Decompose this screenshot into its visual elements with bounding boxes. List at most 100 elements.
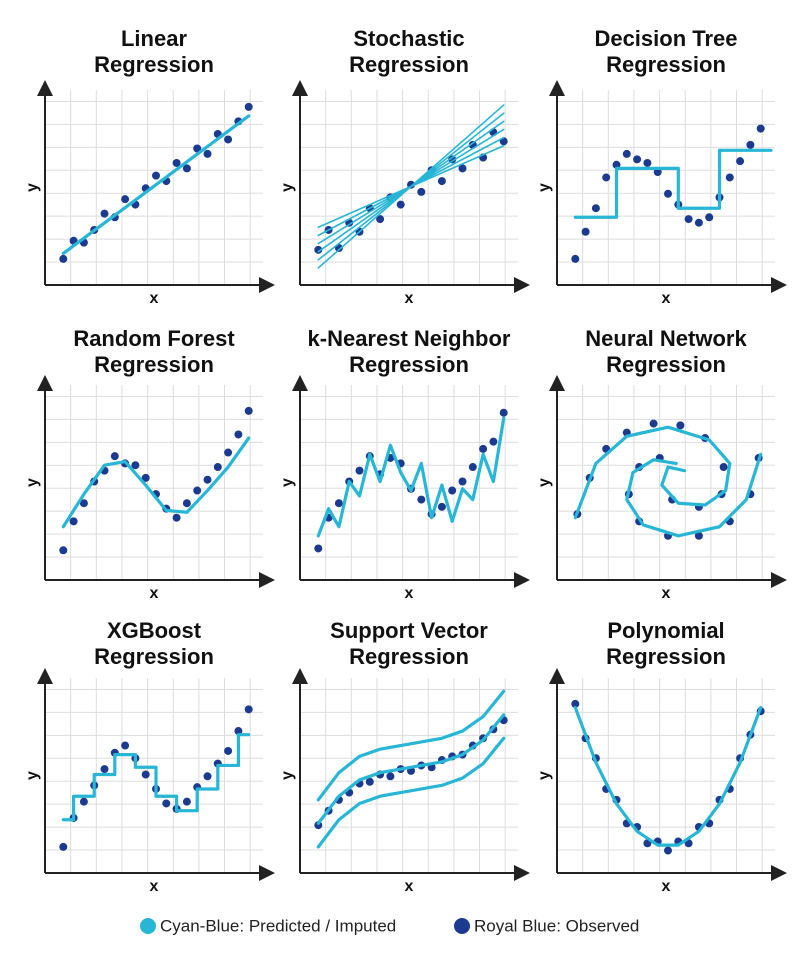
observed-point xyxy=(396,200,405,209)
observed-point xyxy=(234,727,243,736)
predicted-line xyxy=(573,705,763,847)
chart-title: k-Nearest Neighbor xyxy=(308,326,511,351)
observed-point xyxy=(59,254,68,263)
observed-point xyxy=(193,144,202,153)
observed-point xyxy=(448,486,457,495)
predicted-line xyxy=(61,436,251,529)
observed-point xyxy=(162,799,171,808)
y-axis-label: y xyxy=(536,478,553,487)
chart-title: Support Vector xyxy=(330,618,488,643)
x-axis-label: x xyxy=(150,290,159,307)
observed-point xyxy=(448,155,457,164)
observed-point xyxy=(571,699,580,708)
y-axis-label: y xyxy=(536,183,553,192)
observed-point xyxy=(705,213,714,222)
legend-label: Cyan-Blue: Predicted / Imputed xyxy=(160,916,396,935)
observed-point xyxy=(386,772,395,781)
observed-point xyxy=(182,797,191,806)
chart-title: Regression xyxy=(94,352,214,377)
observed-point xyxy=(643,158,652,167)
observed-point xyxy=(100,765,109,774)
chart: xy xyxy=(279,80,530,307)
observed-point xyxy=(193,486,202,495)
observed-point xyxy=(725,173,734,182)
observed-point xyxy=(121,195,130,204)
observed-point xyxy=(59,546,68,555)
observed-point xyxy=(203,772,212,781)
observed-point xyxy=(182,499,191,508)
chart: xy xyxy=(279,375,530,602)
observed-point xyxy=(234,430,243,439)
predicted-line xyxy=(317,104,505,269)
observed-point xyxy=(172,158,181,167)
observed-point xyxy=(79,499,88,508)
observed-point xyxy=(458,164,467,173)
chart-title: Regression xyxy=(606,52,726,77)
x-axis-label: x xyxy=(405,585,414,602)
x-axis-label: x xyxy=(405,878,414,895)
observed-point xyxy=(649,419,658,428)
observed-point xyxy=(417,187,426,196)
chart: xy xyxy=(24,668,275,895)
chart-title: Linear xyxy=(121,26,187,51)
observed-point xyxy=(622,149,631,158)
observed-point xyxy=(468,463,477,472)
predicted-line xyxy=(61,733,251,822)
observed-point xyxy=(664,846,672,855)
chart: xy xyxy=(536,668,787,895)
observed-point xyxy=(203,149,212,158)
chart-title: XGBoost xyxy=(107,618,202,643)
observed-point xyxy=(736,157,745,166)
chart: xy xyxy=(24,375,275,602)
observed-point xyxy=(121,741,130,750)
observed-point xyxy=(602,173,611,182)
observed-point xyxy=(100,209,109,218)
observed-point xyxy=(314,245,323,254)
y-axis-label: y xyxy=(279,771,296,780)
observed-point xyxy=(79,797,88,806)
observed-point xyxy=(676,421,685,430)
observed-point xyxy=(110,452,119,461)
y-axis-label: y xyxy=(279,478,296,487)
observed-point xyxy=(365,777,374,786)
observed-point xyxy=(684,215,693,224)
observed-point xyxy=(172,513,181,522)
observed-point xyxy=(141,473,150,482)
observed-point xyxy=(244,705,253,714)
observed-point xyxy=(314,544,323,553)
chart-title: Regression xyxy=(94,52,214,77)
observed-point xyxy=(591,204,600,213)
observed-point xyxy=(203,475,212,484)
chart-title: Regression xyxy=(349,52,469,77)
observed-point xyxy=(664,189,672,198)
y-axis-label: y xyxy=(24,183,41,192)
observed-point xyxy=(152,171,160,180)
observed-point xyxy=(224,135,233,144)
chart-title: Regression xyxy=(606,352,726,377)
predicted-line xyxy=(573,148,773,219)
observed-point xyxy=(213,463,222,472)
predicted-line xyxy=(316,713,506,825)
y-axis-label: y xyxy=(279,183,296,192)
observed-point xyxy=(437,177,446,186)
observed-point xyxy=(224,448,233,457)
predicted-line xyxy=(316,689,506,802)
observed-point xyxy=(458,477,467,486)
legend-swatch xyxy=(454,918,470,934)
x-axis-label: x xyxy=(662,585,671,602)
observed-point xyxy=(141,770,150,779)
observed-point xyxy=(581,227,590,236)
chart-title: Neural Network xyxy=(585,326,747,351)
predicted-line xyxy=(61,114,251,256)
observed-point xyxy=(719,463,728,472)
legend-swatch xyxy=(140,918,156,934)
observed-point xyxy=(633,155,642,164)
observed-point xyxy=(489,437,498,446)
observed-point xyxy=(244,102,253,111)
observed-point xyxy=(69,517,78,526)
observed-point xyxy=(756,124,765,133)
observed-point xyxy=(334,499,343,508)
observed-point xyxy=(182,164,191,173)
observed-point xyxy=(131,461,140,470)
